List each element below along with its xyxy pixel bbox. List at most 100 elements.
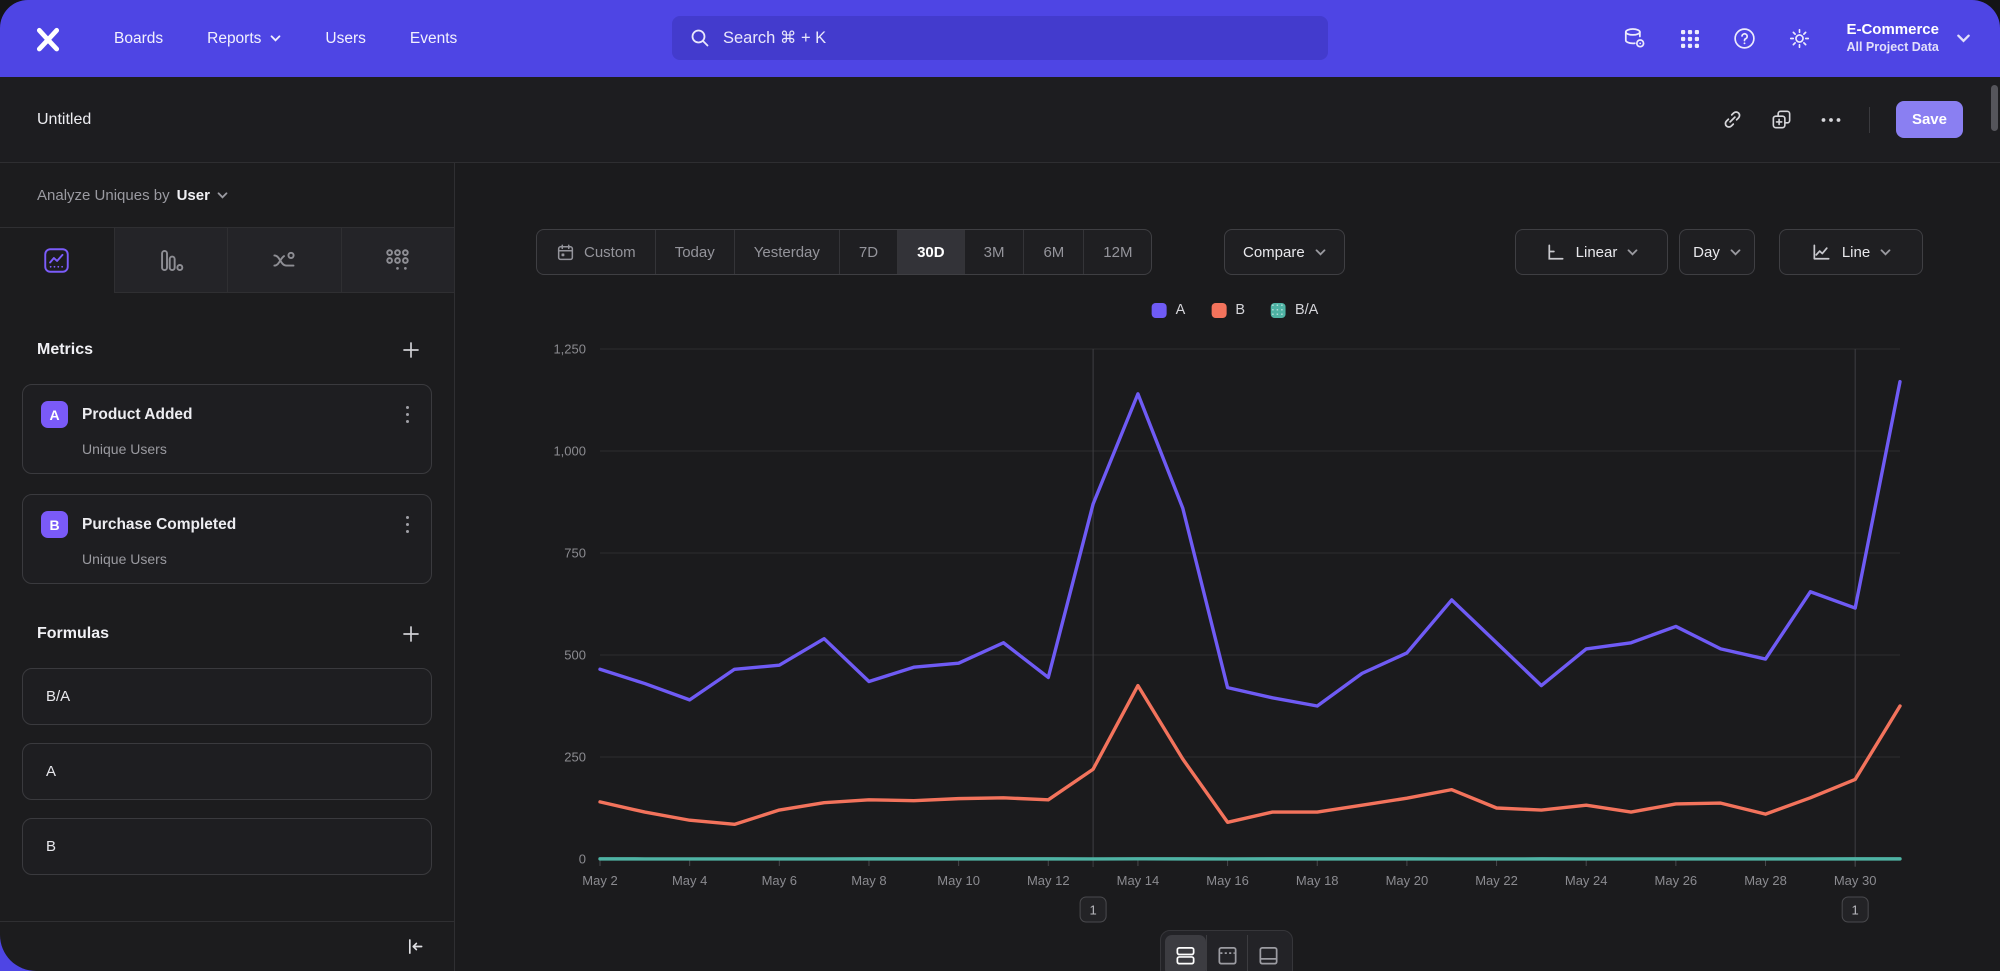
chevron-down-icon xyxy=(1730,248,1741,256)
svg-text:May 14: May 14 xyxy=(1117,873,1160,888)
add-metric-button[interactable] xyxy=(401,340,421,360)
view-layout-toggles xyxy=(1160,930,1293,971)
sidebar-footer xyxy=(0,921,454,971)
toggle-chart-and-table[interactable] xyxy=(1165,934,1206,971)
compare-dropdown[interactable]: Compare xyxy=(1224,229,1345,275)
search-input[interactable]: Search ⌘ + K xyxy=(672,16,1328,60)
legend-item-a[interactable]: A xyxy=(1151,302,1185,318)
table-view-icon xyxy=(1258,946,1278,965)
metric-menu-icon[interactable] xyxy=(402,404,414,426)
share-link-icon[interactable] xyxy=(1721,108,1744,131)
settings-gear-icon[interactable] xyxy=(1787,26,1812,51)
range-12m[interactable]: 12M xyxy=(1083,230,1151,274)
plus-icon xyxy=(403,626,419,642)
search-icon xyxy=(691,29,709,47)
collapse-left-icon xyxy=(408,939,423,954)
legend-item-ba[interactable]: B/A xyxy=(1270,302,1318,318)
toggle-table-only[interactable] xyxy=(1247,934,1288,971)
nav-users[interactable]: Users xyxy=(325,29,366,47)
save-button[interactable]: Save xyxy=(1895,101,1963,138)
formula-card[interactable]: B/A xyxy=(22,668,432,725)
project-switcher[interactable]: E-Commerce All Project Data xyxy=(1846,21,1939,55)
scale-dropdown[interactable]: Linear xyxy=(1515,229,1668,275)
svg-text:250: 250 xyxy=(564,750,586,765)
interval-dropdown[interactable]: Day xyxy=(1679,229,1755,275)
svg-text:1: 1 xyxy=(1089,903,1096,918)
range-30d[interactable]: 30D xyxy=(897,230,964,274)
range-3m[interactable]: 3M xyxy=(963,230,1024,274)
data-management-icon[interactable] xyxy=(1622,26,1648,52)
tab-flows[interactable] xyxy=(227,228,341,293)
toggle-chart-only[interactable] xyxy=(1206,934,1247,971)
nav-reports[interactable]: Reports xyxy=(207,30,281,48)
chevron-down-icon xyxy=(1880,248,1891,256)
insights-icon xyxy=(44,247,69,273)
chevron-down-icon xyxy=(1315,248,1326,256)
metrics-list: A Product Added Unique Users B Purchase … xyxy=(22,384,432,584)
retention-grid-icon xyxy=(386,248,409,270)
metric-measure[interactable]: Unique Users xyxy=(82,551,167,567)
formulas-heading: Formulas xyxy=(37,625,110,642)
apps-grid-icon[interactable] xyxy=(1678,27,1702,51)
line-chart-icon xyxy=(1813,243,1830,260)
metric-measure[interactable]: Unique Users xyxy=(82,441,167,457)
metric-card-a[interactable]: A Product Added Unique Users xyxy=(22,384,432,474)
scrollbar-thumb[interactable] xyxy=(1991,85,1998,131)
nav-menu: Boards Reports Users Events xyxy=(114,30,457,48)
chevron-down-icon xyxy=(1627,248,1638,256)
svg-text:May 12: May 12 xyxy=(1027,873,1070,888)
svg-text:750: 750 xyxy=(564,546,586,561)
svg-text:1,000: 1,000 xyxy=(553,444,586,459)
chevron-down-icon xyxy=(271,35,281,42)
header-actions: Save xyxy=(1721,101,1963,138)
nav-events[interactable]: Events xyxy=(409,29,458,47)
legend-swatch-a xyxy=(1151,302,1167,318)
nav-boards[interactable]: Boards xyxy=(114,29,164,47)
range-yesterday[interactable]: Yesterday xyxy=(733,230,839,274)
svg-text:May 10: May 10 xyxy=(937,873,980,888)
analyze-label: Analyze Uniques by xyxy=(37,186,170,204)
page-title[interactable]: Untitled xyxy=(37,110,92,128)
legend-item-b[interactable]: B xyxy=(1211,302,1245,318)
tab-insights[interactable] xyxy=(0,228,114,293)
svg-text:May 30: May 30 xyxy=(1834,873,1877,888)
chart-view-icon xyxy=(1217,946,1237,965)
formulas-list: B/A A B xyxy=(22,668,432,875)
project-chevron-icon[interactable] xyxy=(1957,34,1970,43)
search-placeholder: Search ⌘ + K xyxy=(723,29,827,47)
report-type-tabs xyxy=(0,228,454,293)
tab-funnels[interactable] xyxy=(113,228,227,293)
formulas-section-head: Formulas xyxy=(0,624,454,644)
axis-scale-icon xyxy=(1548,243,1564,260)
chart-panel: Custom Today Yesterday 7D 30D 3M 6M 12M … xyxy=(455,163,2000,971)
range-6m[interactable]: 6M xyxy=(1023,230,1083,274)
more-options-icon[interactable] xyxy=(1819,108,1843,132)
project-name: E-Commerce xyxy=(1846,21,1939,39)
range-custom[interactable]: Custom xyxy=(537,230,655,274)
range-today[interactable]: Today xyxy=(654,230,734,274)
metric-card-b[interactable]: B Purchase Completed Unique Users xyxy=(22,494,432,584)
tab-retention[interactable] xyxy=(340,228,454,293)
metrics-heading: Metrics xyxy=(37,341,94,358)
svg-text:May 24: May 24 xyxy=(1565,873,1608,888)
duplicate-icon[interactable] xyxy=(1770,108,1793,131)
collapse-sidebar-button[interactable] xyxy=(405,936,426,957)
svg-text:1: 1 xyxy=(1852,903,1859,918)
help-icon[interactable] xyxy=(1732,26,1757,51)
range-7d[interactable]: 7D xyxy=(838,230,897,274)
project-scope: All Project Data xyxy=(1846,40,1939,55)
metric-menu-icon[interactable] xyxy=(402,514,414,536)
metric-badge: A xyxy=(41,401,68,428)
add-formula-button[interactable] xyxy=(401,624,421,644)
analyze-entity-dropdown[interactable]: User xyxy=(177,187,228,204)
mixpanel-logo[interactable] xyxy=(30,21,66,57)
svg-text:May 8: May 8 xyxy=(851,873,886,888)
chart-svg[interactable]: 0 250 500 750 1,000 1,250 May 2 May 4 May 6 May 8… xyxy=(455,163,2000,971)
report-header: Untitled xyxy=(0,77,2000,163)
formula-card[interactable]: A xyxy=(22,743,432,800)
chart-type-dropdown[interactable]: Line xyxy=(1779,229,1923,275)
svg-text:1,250: 1,250 xyxy=(553,342,586,357)
nav-right: E-Commerce All Project Data xyxy=(1622,0,1970,77)
date-range-control: Custom Today Yesterday 7D 30D 3M 6M 12M xyxy=(536,229,1153,275)
formula-card[interactable]: B xyxy=(22,818,432,875)
